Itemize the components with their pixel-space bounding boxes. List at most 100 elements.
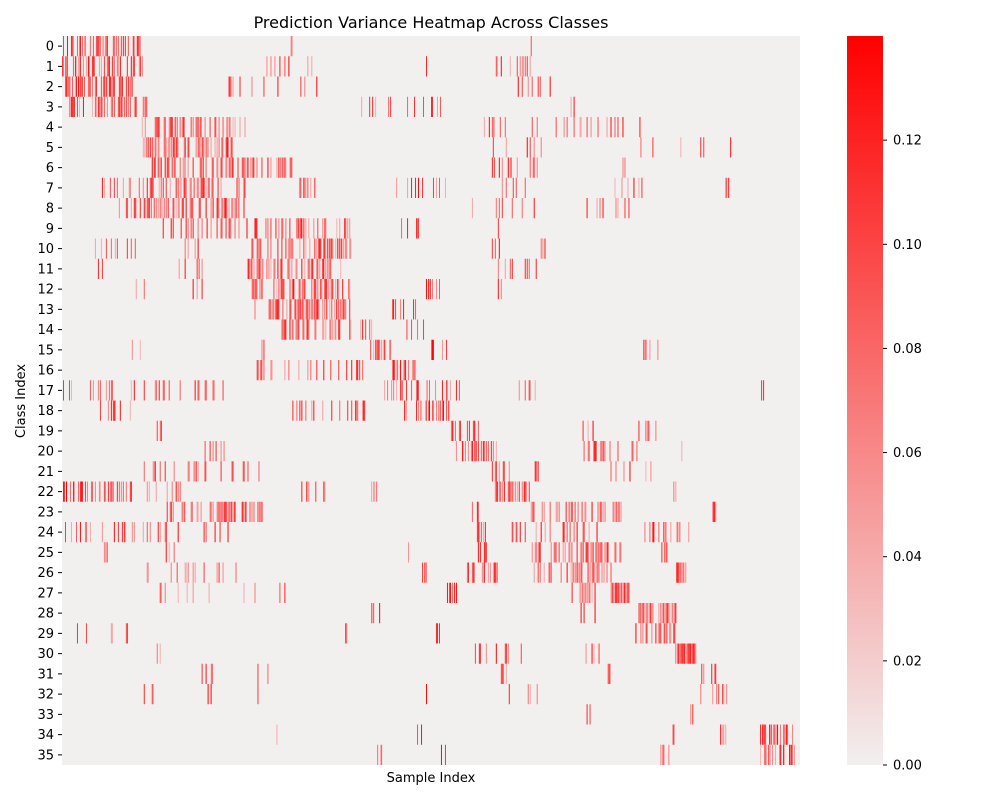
heatmap-cell bbox=[524, 481, 526, 502]
heatmap-cell bbox=[531, 542, 533, 563]
heatmap-cell bbox=[323, 319, 325, 340]
heatmap-cell bbox=[794, 744, 796, 765]
heatmap-cell bbox=[715, 663, 717, 684]
heatmap-cell bbox=[350, 238, 352, 259]
heatmap-cell bbox=[396, 177, 398, 198]
heatmap-cell bbox=[445, 339, 447, 360]
y-tick-label: 23 bbox=[37, 505, 54, 520]
heatmap-cell bbox=[645, 420, 647, 441]
heatmap-cell bbox=[539, 562, 541, 583]
heatmap-cell bbox=[528, 258, 530, 279]
heatmap-cell bbox=[529, 56, 531, 77]
heatmap-cell bbox=[417, 218, 419, 239]
heatmap-cell bbox=[267, 663, 269, 684]
heatmap-cell bbox=[600, 501, 602, 522]
heatmap-cell bbox=[202, 177, 204, 198]
heatmap-cell bbox=[593, 562, 595, 583]
heatmap-cell bbox=[327, 258, 329, 279]
heatmap-cell bbox=[272, 299, 274, 320]
heatmap-cell bbox=[159, 461, 161, 482]
heatmap-cell bbox=[570, 562, 572, 583]
heatmap-cell bbox=[722, 724, 724, 745]
heatmap-cell bbox=[138, 177, 140, 198]
heatmap-cell bbox=[769, 744, 771, 765]
heatmap-cell bbox=[177, 582, 179, 603]
heatmap-cell bbox=[216, 501, 218, 522]
heatmap-cell bbox=[508, 684, 510, 705]
heatmap-cell bbox=[643, 603, 645, 624]
heatmap-cell bbox=[80, 481, 82, 502]
heatmap-cell bbox=[594, 441, 596, 462]
heatmap-cell bbox=[238, 198, 240, 219]
heatmap-cell bbox=[648, 420, 650, 441]
heatmap-cell bbox=[277, 238, 279, 259]
heatmap-cell bbox=[110, 238, 112, 259]
heatmap-cell bbox=[89, 76, 91, 97]
heatmap-cell bbox=[190, 177, 192, 198]
heatmap-cell bbox=[104, 36, 106, 57]
heatmap-cell bbox=[713, 501, 715, 522]
heatmap-cell bbox=[284, 157, 286, 178]
heatmap-cell bbox=[115, 36, 117, 57]
heatmap-cell bbox=[479, 643, 481, 664]
heatmap-cell bbox=[251, 258, 253, 279]
heatmap-cell bbox=[325, 258, 327, 279]
heatmap-cell bbox=[438, 623, 440, 644]
heatmap-cell bbox=[536, 117, 538, 138]
heatmap-cell bbox=[614, 117, 616, 138]
heatmap-cell bbox=[466, 420, 468, 441]
heatmap-cell bbox=[723, 684, 725, 705]
heatmap-cell bbox=[102, 76, 104, 97]
heatmap-cell bbox=[257, 684, 259, 705]
heatmap-cell bbox=[165, 542, 167, 563]
heatmap-cell bbox=[320, 279, 322, 300]
heatmap-cell bbox=[259, 238, 261, 259]
heatmap-cell bbox=[105, 76, 107, 97]
heatmap-cell bbox=[495, 441, 497, 462]
heatmap-cell bbox=[481, 562, 483, 583]
heatmap-cell bbox=[524, 522, 526, 543]
heatmap-cell bbox=[244, 501, 246, 522]
heatmap-cell bbox=[166, 501, 168, 522]
heatmap-cell bbox=[184, 258, 186, 279]
heatmap-cell bbox=[536, 461, 538, 482]
heatmap-cell bbox=[251, 238, 253, 259]
heatmap-cell bbox=[507, 481, 509, 502]
heatmap-cell bbox=[434, 380, 436, 401]
heatmap-cell bbox=[576, 542, 578, 563]
heatmap-cell bbox=[183, 157, 185, 178]
heatmap-cell bbox=[160, 582, 162, 603]
heatmap-cell bbox=[476, 501, 478, 522]
heatmap-cell bbox=[127, 76, 129, 97]
heatmap-cell bbox=[346, 623, 348, 644]
heatmap-cell bbox=[408, 360, 410, 381]
heatmap-cell bbox=[299, 400, 301, 421]
heatmap-cell bbox=[684, 643, 686, 664]
heatmap-cell bbox=[111, 76, 113, 97]
y-tick-label: 28 bbox=[37, 607, 54, 622]
heatmap-cell bbox=[303, 218, 305, 239]
heatmap-cell bbox=[90, 481, 92, 502]
heatmap-cell bbox=[416, 380, 418, 401]
heatmap-cell bbox=[501, 177, 503, 198]
heatmap-cell bbox=[484, 542, 486, 563]
heatmap-cell bbox=[116, 177, 118, 198]
heatmap-cell bbox=[663, 603, 665, 624]
heatmap-cell bbox=[232, 157, 234, 178]
heatmap-cell bbox=[257, 258, 259, 279]
heatmap-cell bbox=[324, 238, 326, 259]
heatmap-cell bbox=[432, 279, 433, 300]
heatmap-cell bbox=[477, 542, 479, 563]
heatmap-cell bbox=[484, 522, 486, 543]
heatmap-cell bbox=[673, 724, 675, 745]
heatmap-cell bbox=[212, 177, 214, 198]
heatmap-cell bbox=[189, 198, 191, 219]
heatmap-cell bbox=[549, 501, 551, 522]
heatmap-cell bbox=[562, 522, 564, 543]
heatmap-cell bbox=[317, 258, 319, 279]
heatmap-cell bbox=[98, 96, 100, 117]
heatmap-cell bbox=[597, 117, 599, 138]
heatmap-cell bbox=[159, 582, 161, 603]
heatmap-cell bbox=[401, 218, 403, 239]
